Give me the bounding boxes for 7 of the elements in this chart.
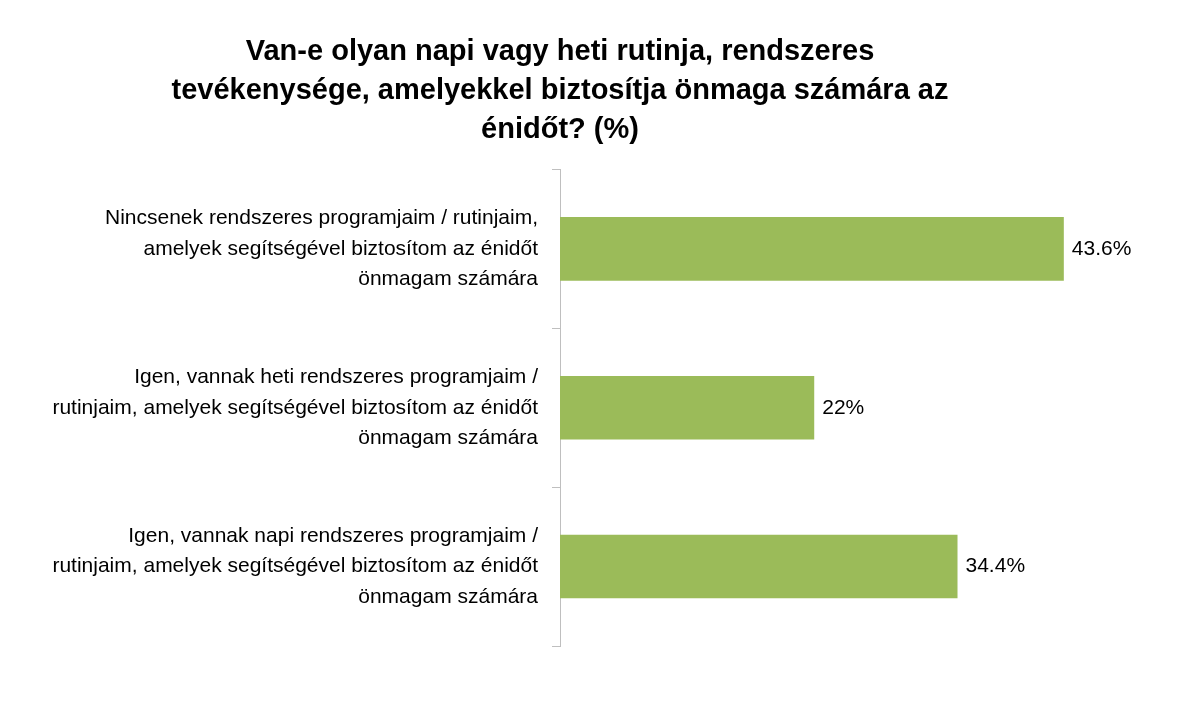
- y-tick-label: Nincsenek rendszeres programjaim / rutinjaim, amelyek segítségével biztosítom az énidőt önmagam számára: [105, 205, 539, 290]
- data-label: 22%: [822, 394, 865, 418]
- y-tick-label: Igen, vannak napi rendszeres programjaim / rutinjaim, amelyek segítségével biztosítom az énidőt önmagam számára: [52, 522, 539, 607]
- chart-title: Van-e olyan napi vagy heti rutinja, rendszeres tevékenysége, amelyekkel biztosítja önmaga számára az énidőt? (%): [171, 33, 949, 144]
- y-tick-label: Igen, vannak heti rendszeres programjaim / rutinjaim, amelyek segítségével biztosítom az énidőt önmagam számára: [52, 364, 539, 448]
- data-label: 43.6%: [1071, 235, 1132, 259]
- data-label: 34.4%: [965, 553, 1026, 577]
